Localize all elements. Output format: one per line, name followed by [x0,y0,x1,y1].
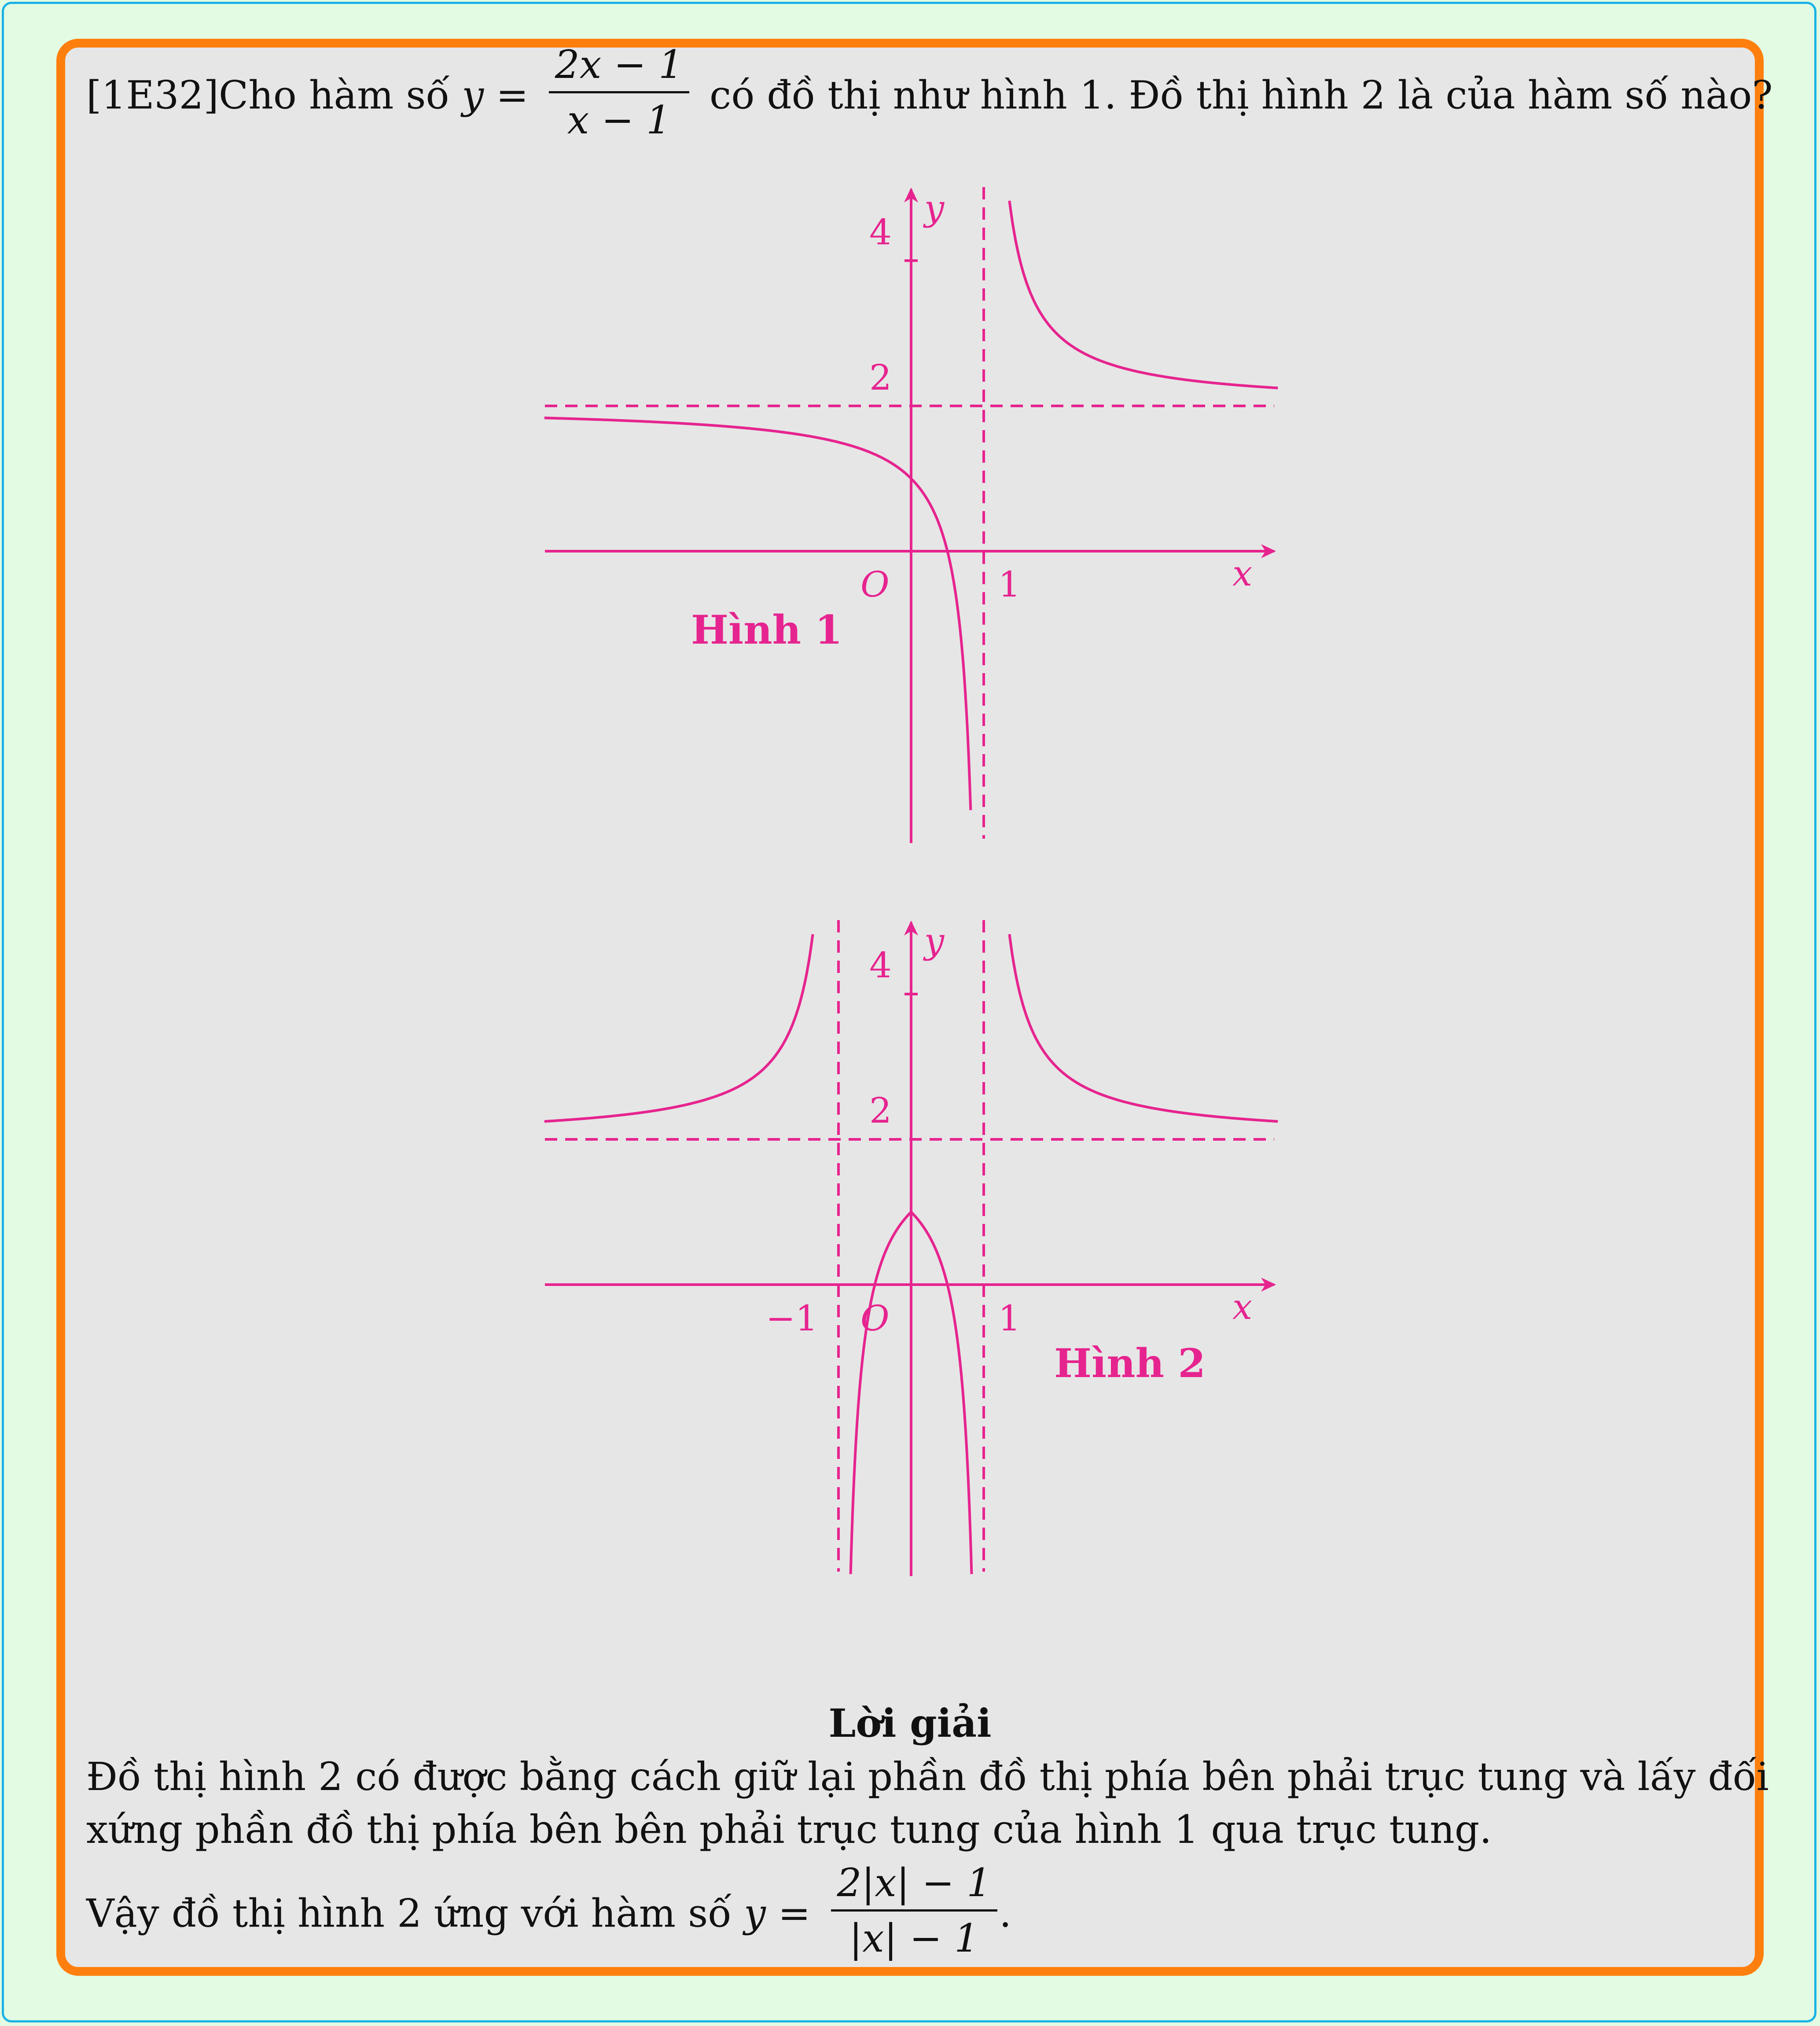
fig2-tick-minus-1: −1 [766,1298,818,1339]
figure-2-graph: y 4 2 −1 O 1 x Hình 2 [544,920,1278,1576]
problem-y-var: y [462,72,484,118]
fig2-tick-1: 1 [998,1298,1021,1339]
problem-frac-denominator: x − 1 [567,97,671,143]
fig2-curve-inner-right-branch [910,1211,973,1574]
solution-title: Lời giải [828,1700,992,1746]
solution-line-2: xứng phần đồ thị phía bên bên phải trục … [86,1807,1492,1852]
solution-frac-numerator: 2|x| − 1 [831,1860,998,1912]
solution-line3-prefix: Vậy đồ thị hình 2 ứng với hàm số [86,1890,744,1936]
fig2-curve-far-right-branch [1008,934,1278,1123]
fig1-tick-1: 1 [998,564,1021,605]
fig1-tick-4: 4 [869,212,892,253]
fig2-x-label: x [1232,1286,1252,1327]
fig2-curve-inner-left-branch [849,1211,912,1574]
problem-equals: = [484,72,541,118]
fig2-curve-far-left-branch [544,934,814,1123]
fig2-caption: Hình 2 [1054,1340,1206,1387]
fig1-y-label: y [923,188,945,228]
solution-equals: = [765,1890,823,1936]
problem-frac-numerator: 2x − 1 [548,42,690,94]
fig2-tick-4: 4 [869,945,892,986]
fig2-origin-label: O [860,1298,890,1339]
solution-line-3: Vậy đồ thị hình 2 ứng với hàm số y = 2|x… [86,1860,1012,1967]
solution-y-var: y [744,1890,766,1936]
fig1-curve-right-branch [1008,200,1278,390]
fig2-tick-2: 2 [869,1090,892,1131]
fig1-caption: Hình 1 [691,607,842,653]
problem-suffix: có đồ thị như hình 1. Đồ thị hình 2 là c… [697,72,1773,118]
fig1-x-label: x [1232,553,1252,594]
figure-1-graph: y 4 2 O 1 x Hình 1 [544,187,1278,843]
solution-frac-denominator: |x| − 1 [849,1915,979,1961]
solution-line-1: Đồ thị hình 2 có được bằng cách giữ lại … [86,1754,1769,1799]
fig1-origin-label: O [860,564,890,605]
fig1-tick-2: 2 [869,357,892,398]
fig1-curve-left-branch [544,416,972,810]
fig2-y-label: y [923,921,945,961]
problem-prefix: [1E32]Cho hàm số [86,72,462,118]
solution-fraction: 2|x| − 1 |x| − 1 [831,1860,998,1960]
solution-line3-suffix: . [999,1890,1012,1936]
